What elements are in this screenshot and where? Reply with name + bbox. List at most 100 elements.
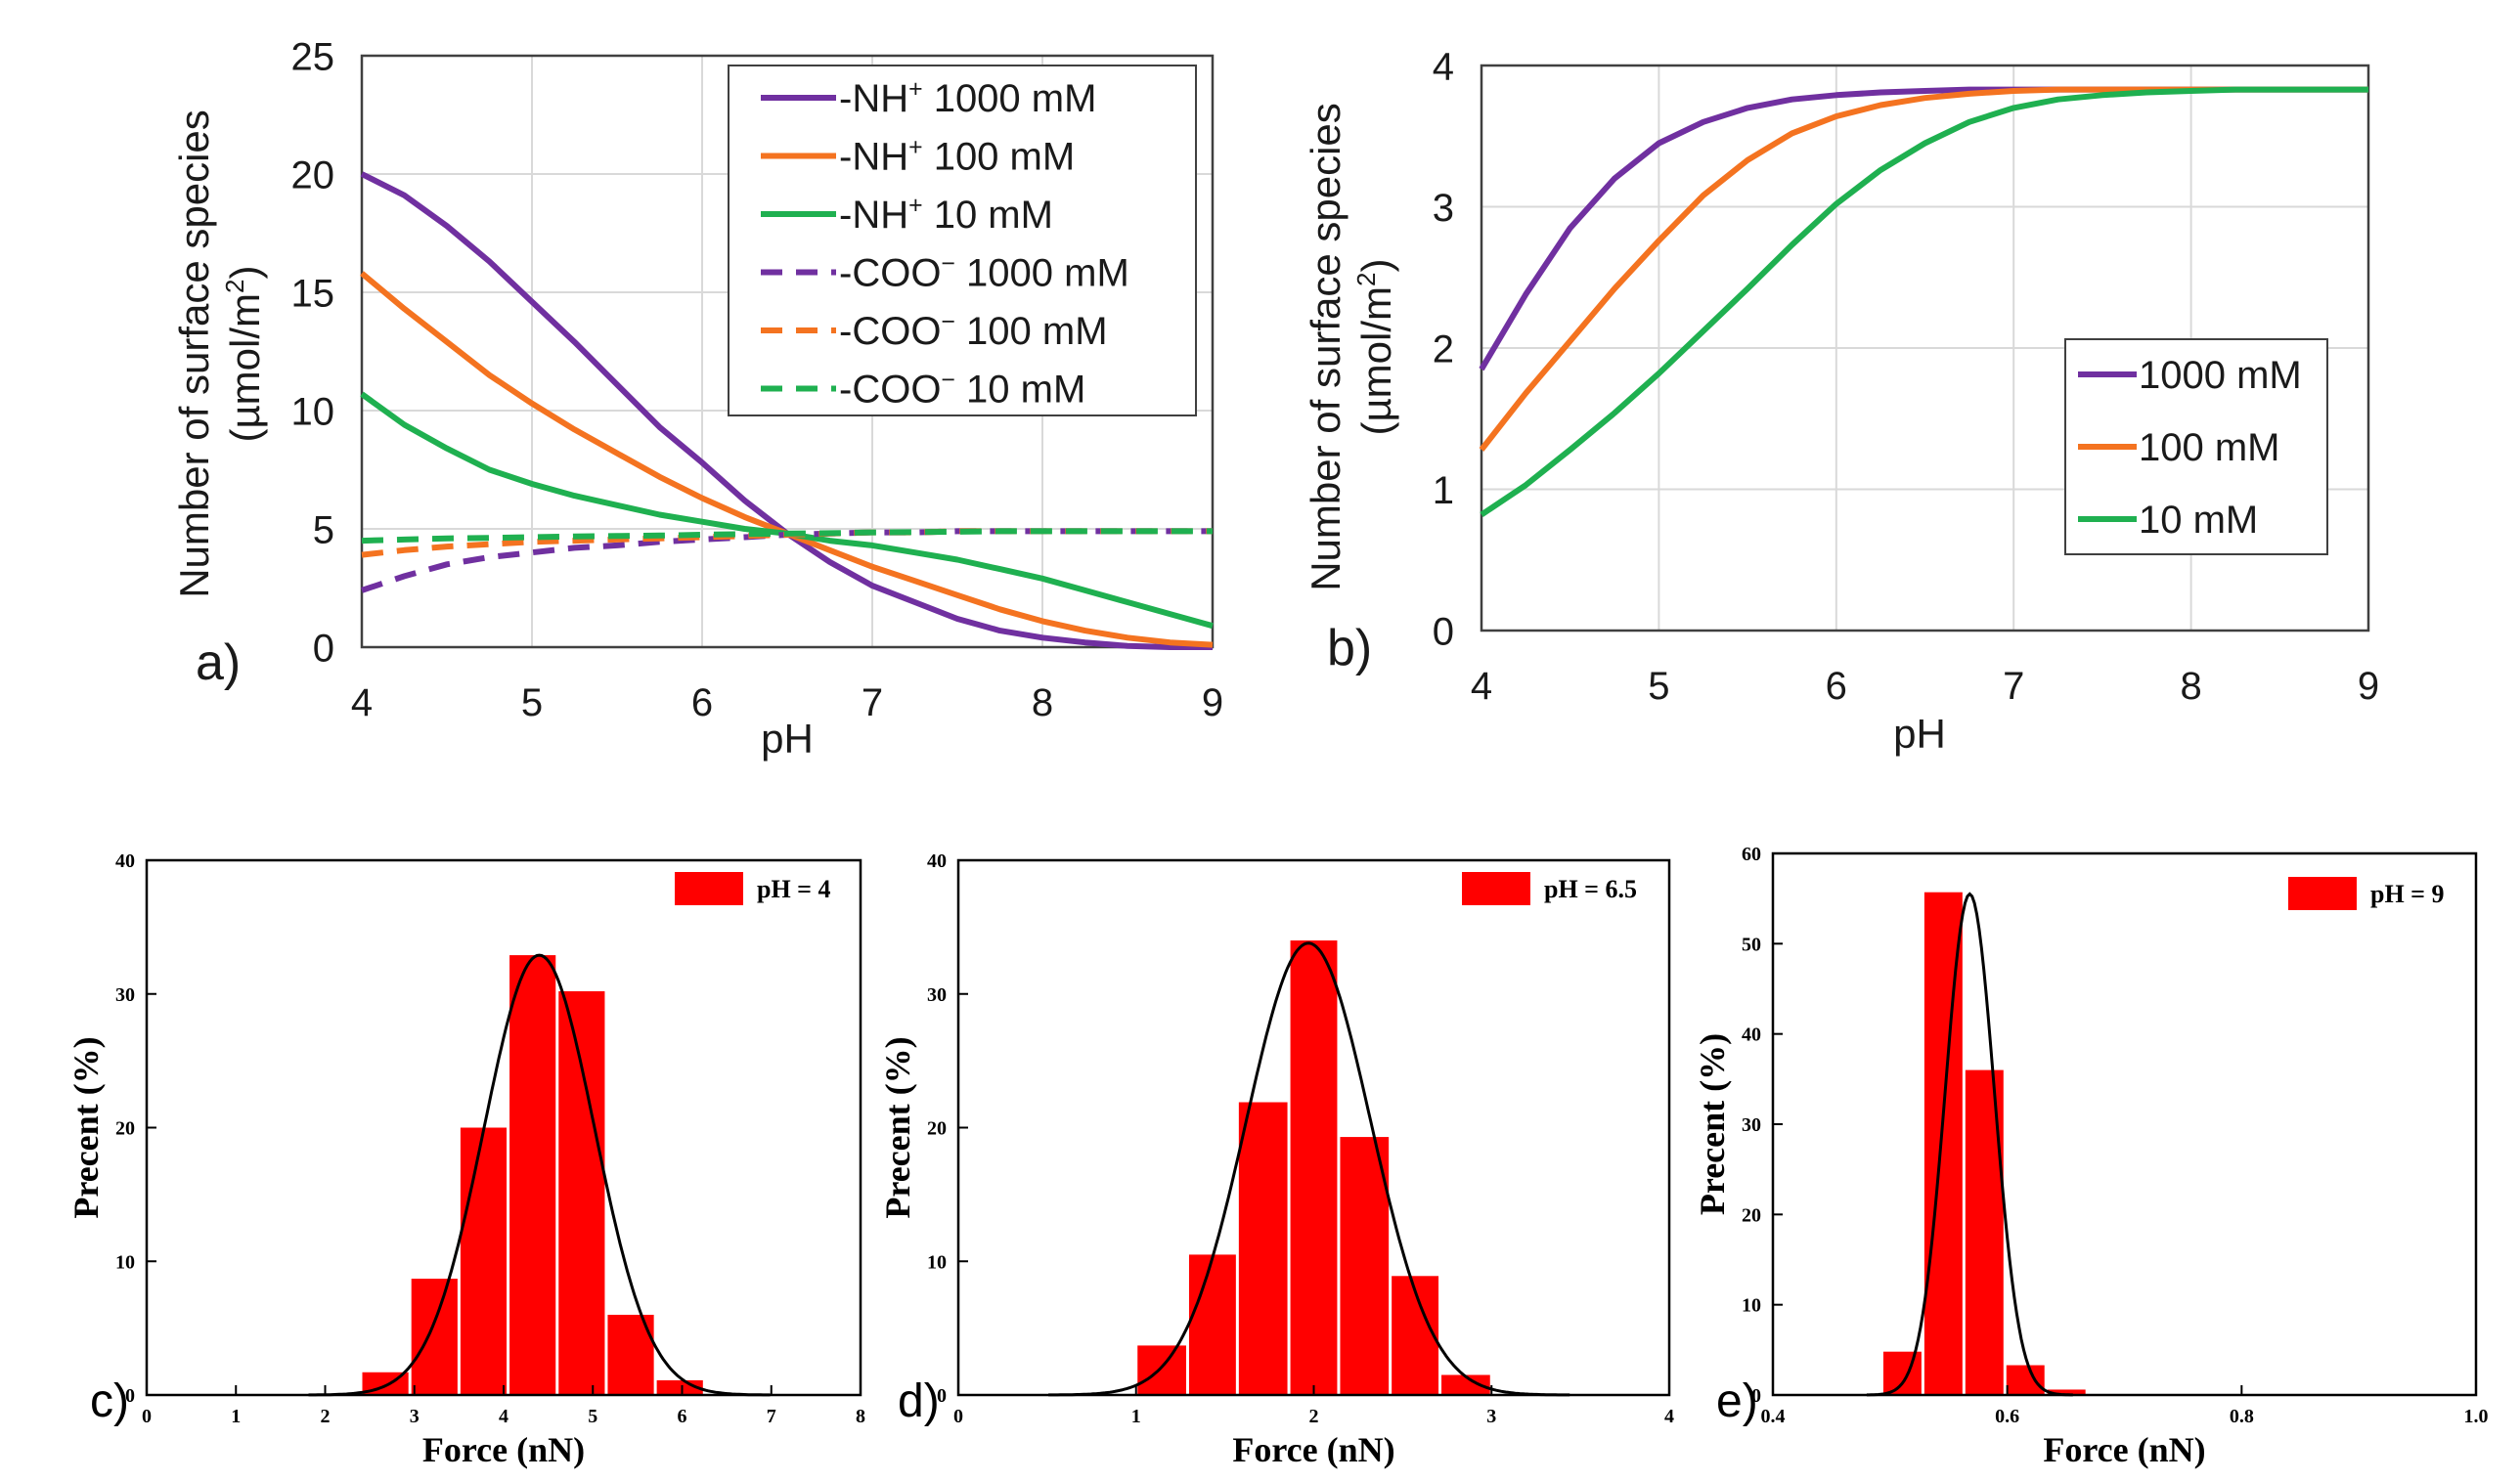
panel-a: 4 5 6 7 8 9 0 5 10 15 20 25 pH Number of surface spec… [171, 35, 1223, 762]
x-axis-label: Force (nN) [2043, 1430, 2205, 1469]
y-tick-label: 10 [115, 1251, 135, 1273]
legend-label: pH = 4 [757, 875, 831, 903]
histogram-bar [558, 991, 605, 1395]
histogram-bar [1340, 1137, 1390, 1395]
y-tick-label: 60 [1742, 844, 1761, 865]
x-tick-label: 4 [1471, 665, 1492, 708]
x-tick-label: 0.4 [1761, 1406, 1786, 1427]
legend: -NH+ 1000 mM -NH+ 100 mM -NH+ 10 mM -COO− 1… [728, 65, 1197, 416]
y-tick-label: 0 [313, 627, 334, 670]
legend-label: 100 mM [2139, 426, 2280, 469]
x-tick-label: 6 [691, 681, 713, 724]
plot-frame [1771, 851, 2478, 1397]
x-tick-label: 5 [1648, 665, 1669, 708]
panel-label: c) [90, 1375, 129, 1427]
y-tick-label: 30 [115, 984, 135, 1006]
histogram-bar [1188, 1254, 1236, 1395]
y-tick-label: 5 [313, 508, 334, 551]
y-tick-label: 2 [1433, 327, 1454, 370]
histogram-bar [2006, 1365, 2045, 1395]
histogram-bar [2047, 1389, 2086, 1395]
panel-c: 0 1 2 3 4 5 6 7 8 0 10 20 30 40 Force (nN) Precent (%) p… [66, 850, 865, 1469]
x-tick-label: 0.6 [1995, 1406, 2019, 1427]
histogram-bar [509, 955, 556, 1395]
y-tick-label: 20 [291, 153, 335, 196]
y-axis-label: Number of surface species [171, 109, 217, 598]
x-tick-label: 6 [678, 1406, 687, 1427]
y-tick-label: 50 [1742, 934, 1761, 955]
legend-box [728, 65, 1197, 416]
y-tick-label: 25 [291, 35, 335, 78]
legend-label: -COO− 1000 mM [839, 250, 1129, 294]
y-tick-label: 40 [1742, 1024, 1761, 1046]
histogram-bar [1238, 1102, 1288, 1395]
panel-label: a) [196, 634, 241, 691]
x-tick-label: 3 [410, 1406, 420, 1427]
y-tick-label: 40 [927, 850, 947, 872]
panel-label: e) [1716, 1375, 1758, 1427]
plot-frame [1480, 64, 2370, 632]
x-tick-label: 5 [588, 1406, 597, 1427]
legend-label: pH = 9 [2370, 880, 2445, 908]
y-tick-label: 30 [1742, 1114, 1761, 1136]
legend-swatch [1462, 872, 1530, 905]
x-axis-label: Force (nN) [422, 1430, 585, 1469]
legend-swatch [675, 872, 743, 905]
y-tick-label: 0 [1751, 1385, 1761, 1407]
y-tick-label: 10 [291, 390, 335, 433]
x-tick-label: 2 [321, 1406, 331, 1427]
legend: 1000 mM 100 mM 10 mM [2064, 338, 2328, 555]
y-tick-label: 20 [115, 1118, 135, 1140]
x-tick-label: 7 [2003, 665, 2024, 708]
x-tick-label: 3 [1486, 1406, 1496, 1427]
plot-frame [360, 54, 1215, 649]
legend-label: 1000 mM [2139, 354, 2302, 397]
x-axis-label: Force (nN) [1232, 1430, 1394, 1469]
series-line-3 [361, 528, 1213, 593]
histogram-bar [1290, 940, 1338, 1395]
y-axis-label: Precent (%) [1693, 1033, 1732, 1215]
y-axis-label-units: (µmol/m2) [220, 265, 268, 442]
panel-e: 0.4 0.6 0.8 1.0 0 10 20 30 40 50 60 Force (nN) Prece… [1693, 844, 2489, 1469]
y-axis-label-units: (µmol/m2) [1351, 258, 1399, 435]
x-tick-label: 0 [142, 1406, 152, 1427]
legend-label: -COO− 10 mM [839, 367, 1085, 411]
legend-label: -COO− 100 mM [839, 309, 1108, 353]
legend-label: -NH+ 100 mM [839, 134, 1075, 178]
x-tick-label: 6 [1826, 665, 1847, 708]
x-tick-label: 8 [1032, 681, 1053, 724]
series-line-2 [360, 391, 1214, 630]
x-axis-label: pH [1893, 711, 1946, 757]
y-tick-label: 15 [291, 272, 335, 315]
legend-label: pH = 6.5 [1544, 875, 1637, 903]
x-tick-label: 4 [351, 681, 373, 724]
y-tick-label: 0 [125, 1385, 135, 1407]
y-tick-label: 40 [115, 850, 135, 872]
series-line-2 [1480, 86, 2368, 517]
y-tick-label: 4 [1433, 45, 1454, 88]
legend-swatch [2288, 877, 2357, 910]
histogram-bar [1137, 1345, 1186, 1395]
x-tick-label: 4 [1664, 1406, 1674, 1427]
x-tick-label: 8 [856, 1406, 865, 1427]
x-tick-label: 7 [862, 681, 883, 724]
legend-label: -NH+ 1000 mM [839, 76, 1096, 120]
y-axis-label: Number of surface species [1303, 103, 1348, 591]
series-line-0 [1479, 86, 2368, 371]
y-tick-label: 0 [1433, 610, 1454, 653]
histogram-bar [1392, 1276, 1439, 1395]
legend-label: -NH+ 10 mM [839, 193, 1053, 237]
x-tick-label: 4 [499, 1406, 508, 1427]
histogram-bar [1441, 1374, 1490, 1395]
y-tick-label: 10 [1742, 1295, 1761, 1317]
x-tick-label: 8 [2180, 665, 2201, 708]
x-tick-label: 1 [1131, 1406, 1141, 1427]
x-tick-label: 9 [1202, 681, 1223, 724]
x-tick-label: 5 [521, 681, 543, 724]
x-axis-label: pH [761, 716, 814, 762]
x-tick-label: 1 [231, 1406, 241, 1427]
histogram-bar [411, 1279, 458, 1395]
y-tick-label: 10 [927, 1251, 947, 1273]
